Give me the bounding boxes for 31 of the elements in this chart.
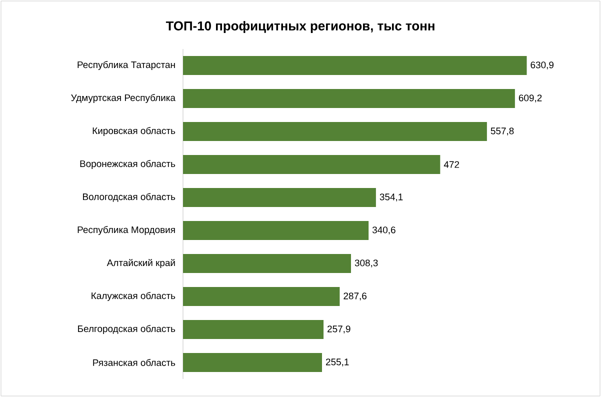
- y-tick-label: Калужская область: [92, 292, 176, 301]
- bar: [183, 56, 527, 75]
- data-label: 257,9: [328, 326, 350, 334]
- y-tick-label: Воронежская область: [80, 160, 176, 169]
- y-tick-label: Вологодская область: [83, 193, 176, 202]
- data-label: 354,1: [380, 194, 403, 202]
- bar: [183, 188, 376, 208]
- y-tick-label: Удмуртская Республика: [71, 94, 176, 103]
- y-tick-label: Рязанская область: [93, 358, 176, 366]
- data-label: 255,1: [326, 358, 349, 366]
- data-label: 308,3: [354, 260, 378, 268]
- data-label: 472: [444, 161, 460, 168]
- y-tick-label: Республика Мордовия: [78, 226, 175, 235]
- bar: [183, 155, 440, 174]
- y-tick-label: Белгородская область: [78, 325, 176, 334]
- bar: [183, 287, 340, 306]
- bar: [183, 254, 351, 274]
- data-label: 630,9: [530, 62, 554, 70]
- data-label: 287,6: [344, 292, 366, 300]
- bar: [183, 122, 487, 141]
- bar: [183, 221, 369, 240]
- data-label: 557,8: [490, 128, 514, 136]
- y-tick-label: Республика Татарстан: [78, 61, 175, 70]
- data-label: 340,6: [372, 226, 396, 234]
- bar: [183, 320, 324, 340]
- bar: [183, 89, 515, 108]
- data-label: 609,2: [518, 94, 542, 102]
- y-tick-label: Кировская область: [92, 127, 176, 136]
- bar: [183, 353, 322, 372]
- chart-title: ТОП-10 профицитных регионов, тыс тонн: [166, 20, 434, 34]
- y-tick-label: Алтайский край: [106, 259, 175, 268]
